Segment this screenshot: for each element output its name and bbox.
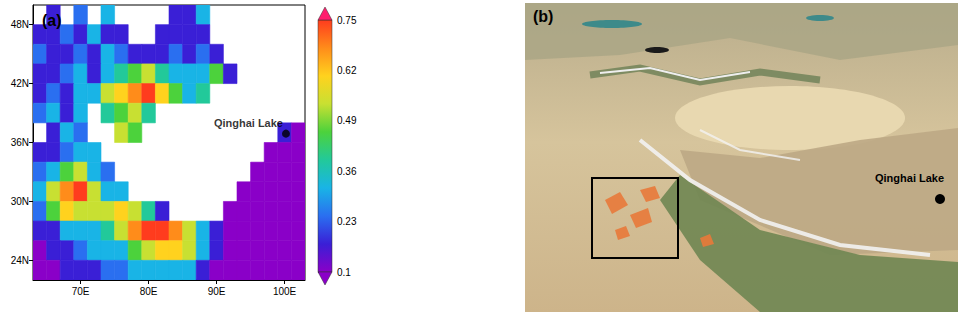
svg-text:Qinghai Lake: Qinghai Lake bbox=[875, 172, 944, 184]
svg-text:(b): (b) bbox=[533, 8, 553, 25]
svg-text:100E: 100E bbox=[273, 286, 297, 297]
svg-text:36N: 36N bbox=[11, 137, 29, 148]
svg-text:80E: 80E bbox=[140, 286, 158, 297]
svg-text:0.49: 0.49 bbox=[337, 115, 357, 126]
svg-text:30N: 30N bbox=[11, 196, 29, 207]
svg-text:48N: 48N bbox=[11, 19, 29, 30]
svg-text:70E: 70E bbox=[72, 286, 90, 297]
svg-text:0.1: 0.1 bbox=[337, 267, 351, 278]
svg-text:0.23: 0.23 bbox=[337, 216, 357, 227]
svg-text:Qinghai Lake: Qinghai Lake bbox=[214, 117, 283, 129]
svg-text:(a): (a) bbox=[42, 12, 62, 29]
svg-text:0.62: 0.62 bbox=[337, 65, 357, 76]
svg-text:0.36: 0.36 bbox=[337, 166, 357, 177]
svg-text:42N: 42N bbox=[11, 78, 29, 89]
svg-text:24N: 24N bbox=[11, 255, 29, 266]
svg-text:90E: 90E bbox=[208, 286, 226, 297]
svg-text:0.75: 0.75 bbox=[337, 15, 357, 26]
